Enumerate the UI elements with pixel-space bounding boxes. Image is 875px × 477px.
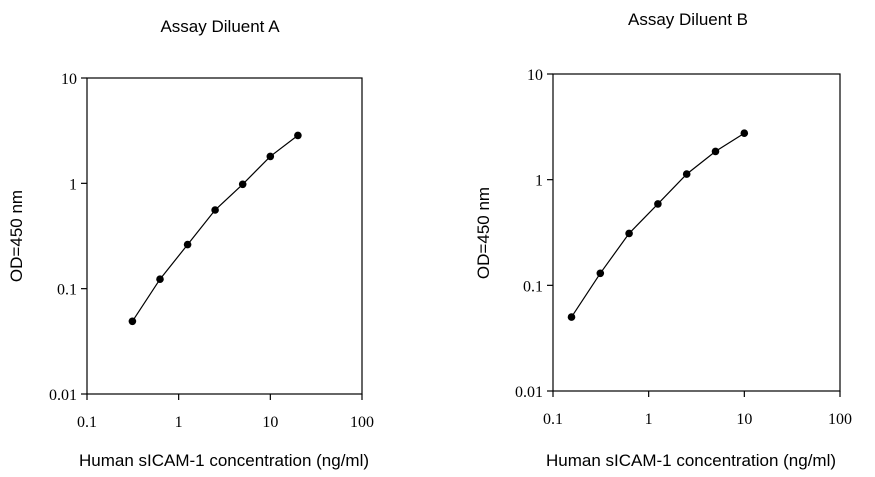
x-tick-label: 1 (645, 411, 653, 428)
plot-frame (552, 73, 841, 392)
x-tick-label: 100 (350, 414, 374, 431)
y-tick-label: 0.01 (515, 384, 543, 401)
y-tick-label: 0.01 (49, 387, 77, 404)
y-tick-label: 1 (69, 176, 77, 193)
series-line (570, 132, 745, 318)
series-marks (128, 131, 302, 326)
data-point (156, 275, 164, 284)
data-point (211, 206, 219, 214)
y-tick-label: 10 (61, 71, 77, 88)
chart-title: Assay Diluent B (628, 10, 748, 29)
y-tick-label: 1 (535, 173, 543, 190)
x-tick-label: 1 (175, 414, 183, 431)
y-tick-label: 10 (527, 67, 543, 84)
data-point (711, 147, 720, 156)
data-point (625, 229, 633, 238)
data-point (596, 269, 605, 278)
x-axis-label: Human sICAM-1 concentration (ng/ml) (546, 451, 836, 470)
data-point (654, 200, 662, 208)
y-axis: 0.01 0.1 1 10 (515, 67, 553, 401)
x-tick-label: 0.1 (543, 411, 563, 428)
x-tick-label: 10 (262, 414, 278, 431)
data-point (128, 317, 137, 326)
y-tick-label: 0.1 (57, 282, 77, 299)
x-axis-label: Human sICAM-1 concentration (ng/ml) (79, 451, 369, 470)
data-point (740, 129, 749, 137)
data-point (294, 131, 302, 140)
y-tick-label: 0.1 (523, 278, 543, 295)
x-tick-label: 100 (828, 411, 852, 428)
x-axis: 0.1 1 10 100 (77, 394, 374, 431)
data-point (567, 313, 576, 321)
x-tick-label: 0.1 (77, 414, 97, 431)
series-marks (567, 129, 749, 321)
y-axis-label: OD=450 nm (7, 190, 26, 282)
data-point (682, 170, 691, 178)
chart-title: Assay Diluent A (160, 17, 280, 36)
data-point (266, 152, 275, 161)
data-point (183, 240, 192, 249)
y-axis: 0.01 0.1 1 10 (49, 71, 87, 404)
x-axis: 0.1 1 10 100 (543, 391, 852, 428)
plot-frame (86, 77, 363, 395)
series-line (131, 134, 299, 322)
y-axis-label: OD=450 nm (474, 187, 493, 279)
x-tick-label: 10 (736, 411, 752, 428)
data-point (238, 180, 247, 189)
